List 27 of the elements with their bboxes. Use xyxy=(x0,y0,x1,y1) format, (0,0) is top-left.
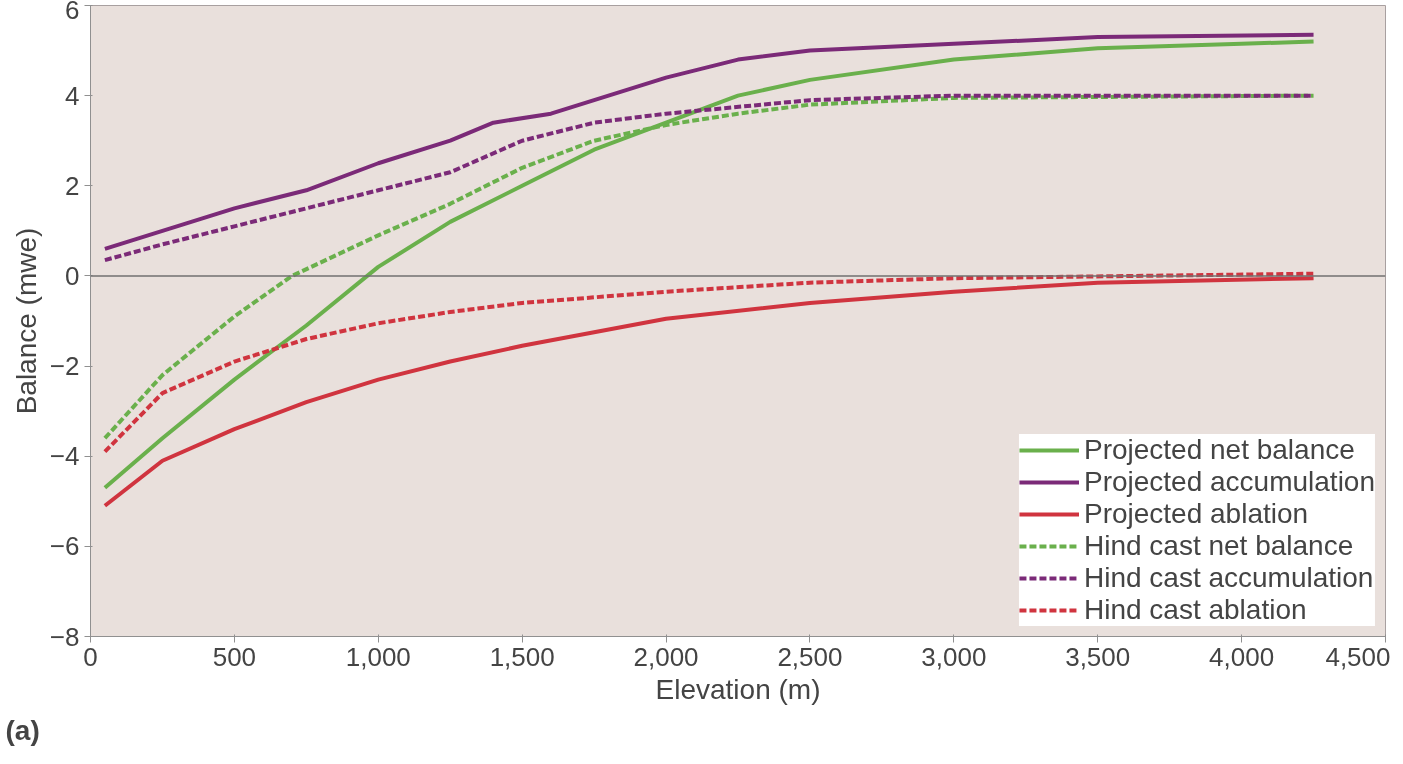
x-tick-label: 2,000 xyxy=(633,641,699,672)
x-tick-label: 1,000 xyxy=(345,641,411,672)
legend-label: Hind cast net balance xyxy=(1083,530,1354,562)
legend-label: Projected ablation xyxy=(1083,498,1309,530)
text: (a) xyxy=(5,714,40,746)
legend-label: Projected net balance xyxy=(1083,434,1355,466)
x-tick-label: 3,500 xyxy=(1065,641,1131,672)
line-series xyxy=(102,32,1316,251)
x-tick-label: 4,500 xyxy=(1325,641,1391,672)
x-tick-label: 1,500 xyxy=(489,641,555,672)
y-tick-label: −4 xyxy=(49,441,80,472)
y-tick-label: 6 xyxy=(65,0,80,25)
legend-label: Hind cast accumulation xyxy=(1083,562,1374,594)
x-tick-label: 500 xyxy=(212,641,257,672)
x-tick-label: 4,000 xyxy=(1209,641,1275,672)
y-tick-label: −2 xyxy=(49,351,80,382)
x-axis-title: Elevation (m) xyxy=(655,673,821,705)
y-tick-label: 0 xyxy=(65,260,80,291)
legend-label: Projected accumulation xyxy=(1083,466,1375,498)
y-tick-label: 4 xyxy=(65,80,80,111)
x-tick-label: 2,500 xyxy=(777,641,843,672)
x-tick-label: 3,000 xyxy=(921,641,987,672)
y-tick-label: −8 xyxy=(49,621,80,652)
y-axis-title: Balance (mwe) xyxy=(10,227,42,415)
y-tick-label: −6 xyxy=(49,531,80,562)
y-tick-label: 2 xyxy=(65,170,80,201)
legend-label: Hind cast ablation xyxy=(1083,594,1307,626)
